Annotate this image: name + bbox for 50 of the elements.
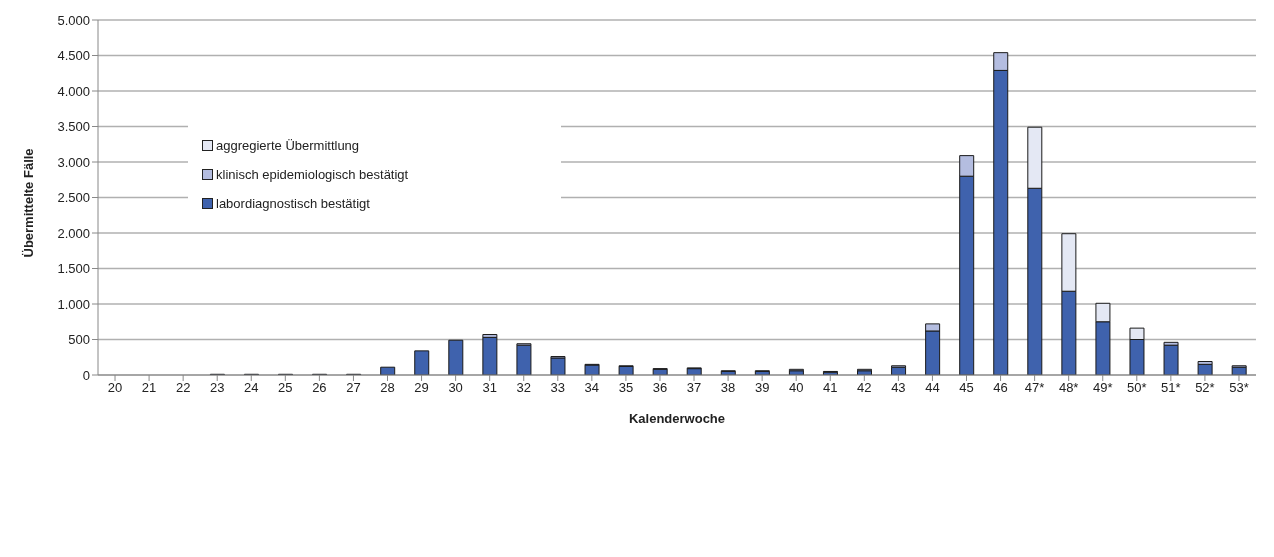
legend-label: aggregierte Übermittlung xyxy=(216,138,360,153)
legend-label: klinisch epidemiologisch bestätigt xyxy=(216,167,409,182)
x-tick-label: 51* xyxy=(1161,380,1181,396)
x-axis-title: Kalenderwoche xyxy=(628,411,726,426)
y-tick-label: 4.000 xyxy=(57,83,90,99)
y-tick-label: 5.000 xyxy=(57,12,90,28)
y-tick-label: 3.500 xyxy=(57,119,90,135)
x-tick-label: 31 xyxy=(482,380,497,396)
y-tick-label: 2.000 xyxy=(57,225,90,241)
y-tick-label: 0 xyxy=(82,367,90,383)
y-tick-label: 3.000 xyxy=(57,154,90,170)
x-tick-label: 21 xyxy=(141,380,157,396)
y-tick-label: 4.500 xyxy=(57,48,90,64)
legend-label: labordiagnostisch bestätigt xyxy=(216,196,370,211)
x-tick-label: 27 xyxy=(346,380,361,396)
x-tick-label: 29 xyxy=(414,380,429,396)
x-tick-label: 28 xyxy=(380,380,395,396)
x-tick-label: 23 xyxy=(209,380,225,396)
x-tick-label: 24 xyxy=(244,380,259,396)
x-tick-label: 26 xyxy=(312,380,327,396)
y-axis-title: Übermittelte Fälle xyxy=(20,148,36,258)
y-tick-label: 2.500 xyxy=(57,190,90,206)
x-tick-label: 48* xyxy=(1058,380,1079,396)
x-tick-label: 49* xyxy=(1092,380,1113,396)
x-tick-label: 33 xyxy=(550,380,566,396)
x-tick-label: 50* xyxy=(1127,380,1147,396)
x-tick-label: 32 xyxy=(516,380,531,396)
x-tick-label: 52* xyxy=(1195,380,1215,396)
x-tick-label: 47* xyxy=(1024,380,1045,396)
y-tick-label: 1.000 xyxy=(57,296,90,312)
x-tick-label: 53* xyxy=(1229,380,1249,396)
x-tick-label: 40 xyxy=(788,380,804,396)
x-tick-label: 45 xyxy=(959,380,974,396)
x-tick-label: 43 xyxy=(891,380,906,396)
x-tick-label: 20 xyxy=(107,380,123,396)
x-tick-label: 41 xyxy=(823,380,838,396)
x-tick-label: 42 xyxy=(857,380,872,396)
x-tick-label: 25 xyxy=(278,380,293,396)
x-tick-label: 37 xyxy=(686,380,702,396)
x-tick-label: 34 xyxy=(584,380,600,396)
x-tick-label: 36 xyxy=(652,380,668,396)
x-tick-label: 38 xyxy=(720,380,736,396)
y-tick-label: 500 xyxy=(68,332,90,348)
x-tick-label: 35 xyxy=(618,380,634,396)
x-tick-label: 46 xyxy=(993,380,1008,396)
x-tick-label: 39 xyxy=(754,380,770,396)
x-tick-label: 30 xyxy=(448,380,463,396)
y-tick-label: 1.500 xyxy=(57,261,90,277)
x-tick-label: 44 xyxy=(925,380,940,396)
x-tick-label: 22 xyxy=(175,380,191,396)
